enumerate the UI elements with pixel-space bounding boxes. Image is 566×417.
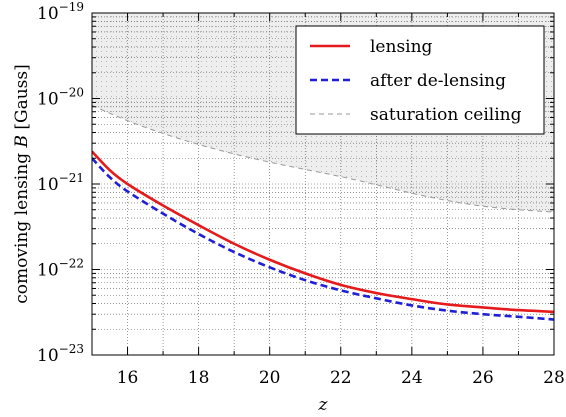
y-axis-label-variable: B xyxy=(12,135,32,149)
series-line-lensing xyxy=(92,150,554,314)
x-tick-label: 16 xyxy=(117,368,139,388)
y-tick-labels: 10−19 10−20 10−21 10−22 10−23 xyxy=(37,0,84,366)
y-axis-label-unit: [Gauss] xyxy=(12,64,32,135)
x-tick-label: 28 xyxy=(543,368,565,388)
y-axis-label: comoving lensing B [Gauss] xyxy=(12,64,32,304)
y-tick-label: 10−21 xyxy=(37,171,84,195)
y-tick-label: 10−22 xyxy=(37,257,84,281)
ticks xyxy=(91,12,555,356)
series-line-after-de-lensing xyxy=(92,157,554,321)
y-tick-label: 10−19 xyxy=(37,0,84,24)
x-tick-label: 22 xyxy=(330,368,352,388)
y-axis-label-text: comoving lensing xyxy=(12,148,32,304)
legend-label-saturation-ceiling: saturation ceiling xyxy=(370,105,522,125)
x-tick-labels: 16 18 20 22 24 26 28 xyxy=(117,368,565,388)
y-tick-label: 10−20 xyxy=(37,86,84,110)
legend-label-lensing: lensing xyxy=(370,37,433,57)
x-tick-label: 18 xyxy=(188,368,210,388)
legend: lensing after de-lensing saturation ceil… xyxy=(295,25,545,135)
x-axis-label: z xyxy=(318,395,329,415)
x-tick-label: 26 xyxy=(472,368,494,388)
legend-label-after-de-lensing: after de-lensing xyxy=(370,71,506,91)
x-tick-label: 24 xyxy=(401,368,423,388)
x-tick-label: 20 xyxy=(259,368,281,388)
y-tick-label: 10−23 xyxy=(37,342,84,366)
series-layer xyxy=(92,104,554,321)
